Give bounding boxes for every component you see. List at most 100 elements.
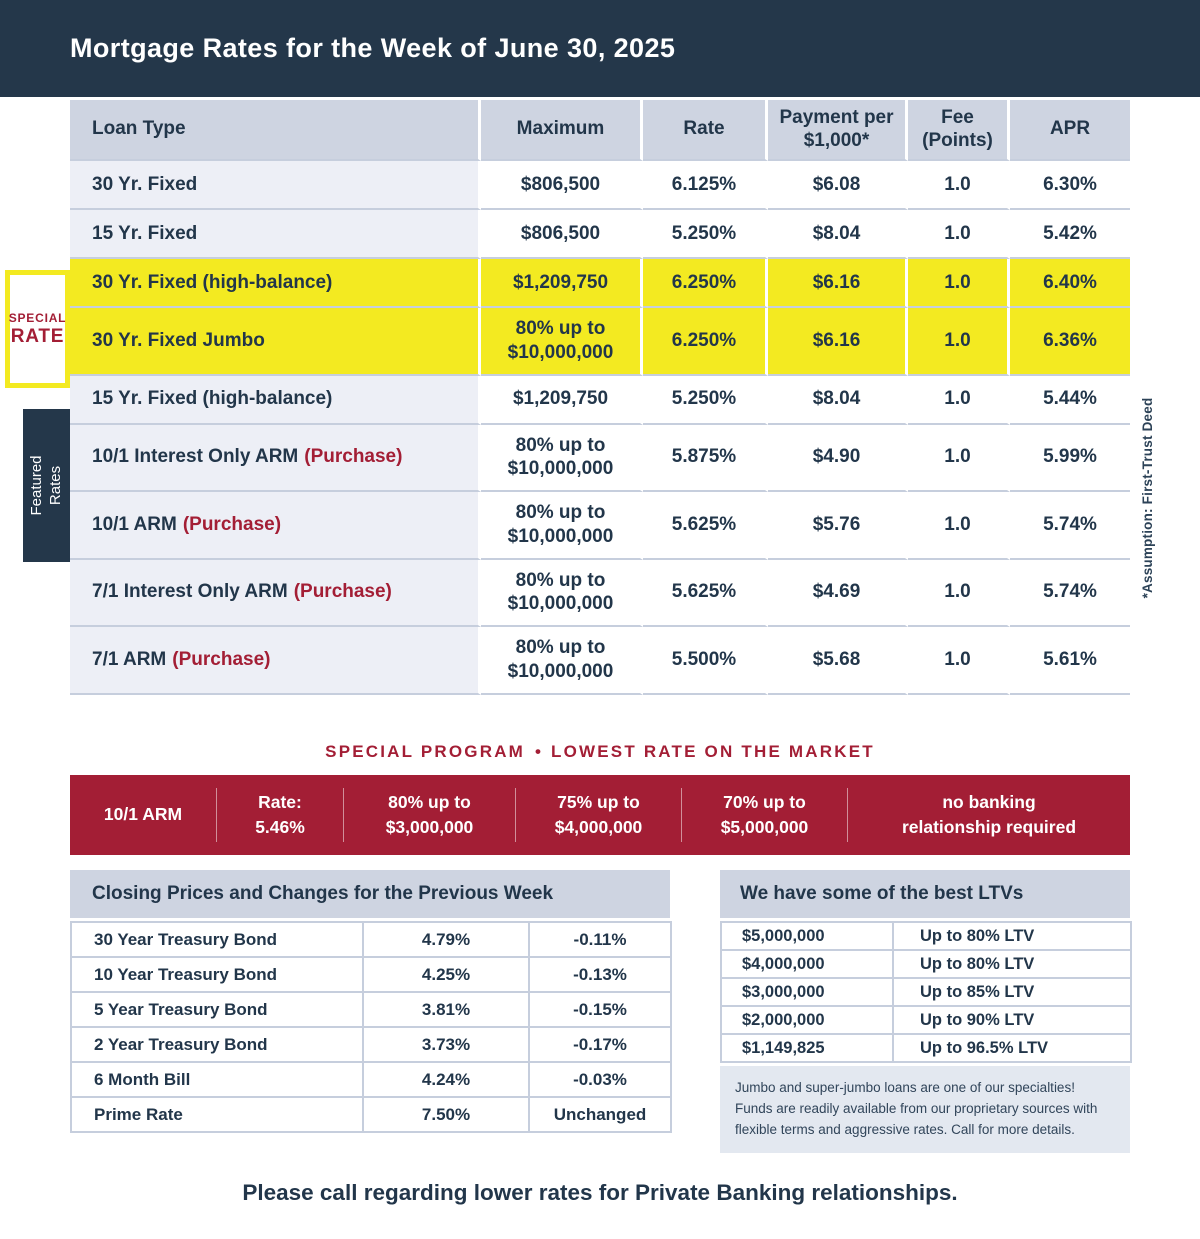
col-header-maximum: Maximum xyxy=(481,100,643,161)
closing-price-row: 5 Year Treasury Bond 3.81% -0.15% xyxy=(70,991,672,1028)
banner-divider xyxy=(681,788,682,842)
apr-value: 5.99% xyxy=(1010,424,1130,492)
banner-segment-no-banking: no banking relationship required xyxy=(901,791,1077,837)
fee-value: 1.0 xyxy=(908,259,1010,308)
rate-value: 5.250% xyxy=(643,375,768,425)
loan-type-label: 7/1 Interest Only ARM xyxy=(92,581,288,603)
apr-value: 5.42% xyxy=(1010,210,1130,259)
special-program-heading-part1: SPECIAL PROGRAM xyxy=(325,742,526,761)
header-bar: Mortgage Rates for the Week of June 30, … xyxy=(0,0,1200,97)
fee-value: 1.0 xyxy=(908,424,1010,492)
rate-row-7-1-io-arm: 7/1 Interest Only ARM (Purchase) 80% up t… xyxy=(70,559,1130,627)
maximum-value: $806,500 xyxy=(481,210,643,259)
heading-dot-separator: • xyxy=(535,742,541,761)
loan-type-tag: (Purchase) xyxy=(182,513,282,535)
price-value: 4.25% xyxy=(362,956,530,993)
ltv-amount: $1,149,825 xyxy=(720,1033,894,1063)
banner-segment-tier1: 80% up to $3,000,000 xyxy=(385,791,474,837)
special-rate-label-bottom: RATE xyxy=(10,325,65,347)
change-value: -0.13% xyxy=(528,956,672,993)
special-program-heading-part2: LOWEST RATE ON THE MARKET xyxy=(550,742,875,761)
loan-type-label: 10/1 ARM xyxy=(92,513,177,535)
rate-value: 5.500% xyxy=(643,627,768,695)
maximum-value: 80% up to $10,000,000 xyxy=(481,492,643,560)
ltv-section: We have some of the best LTVs $5,000,000… xyxy=(720,870,1132,1153)
rates-header-row: Loan Type Maximum Rate Payment per $1,00… xyxy=(70,100,1130,161)
banner-segment-tier3: 70% up to $5,000,000 xyxy=(720,791,809,837)
fee-value: 1.0 xyxy=(908,627,1010,695)
ltv-row: $3,000,000 Up to 85% LTV xyxy=(720,977,1132,1007)
loan-type-label: 30 Yr. Fixed Jumbo xyxy=(92,329,265,351)
col-header-payment: Payment per $1,000* xyxy=(768,100,908,161)
payment-value: $4.69 xyxy=(768,559,908,627)
maximum-value: $1,209,750 xyxy=(481,259,643,308)
payment-value: $6.08 xyxy=(768,161,908,210)
instrument-label: 30 Year Treasury Bond xyxy=(70,921,364,958)
closing-price-row: 6 Month Bill 4.24% -0.03% xyxy=(70,1061,672,1098)
price-value: 4.79% xyxy=(362,921,530,958)
apr-value: 5.74% xyxy=(1010,492,1130,560)
ltv-row: $4,000,000 Up to 80% LTV xyxy=(720,949,1132,979)
loan-type-label: 7/1 ARM xyxy=(92,648,167,670)
loan-type-tag: (Purchase) xyxy=(304,446,403,468)
banner-divider xyxy=(216,788,217,842)
featured-rates-text: Featured Rates xyxy=(27,455,64,516)
rate-value: 6.250% xyxy=(643,259,768,308)
special-program-banner: 10/1 ARM Rate: 5.46% 80% up to $3,000,00… xyxy=(70,775,1130,855)
instrument-label: 6 Month Bill xyxy=(70,1061,364,1098)
loan-type-label: 15 Yr. Fixed xyxy=(92,222,198,244)
maximum-value: 80% up to $10,000,000 xyxy=(481,308,643,376)
col-header-fee: Fee (Points) xyxy=(908,100,1010,161)
jumbo-note: Jumbo and super-jumbo loans are one of o… xyxy=(720,1066,1130,1153)
fee-value: 1.0 xyxy=(908,559,1010,627)
rate-row-10-1-io-arm: 10/1 Interest Only ARM (Purchase) 80% up … xyxy=(70,424,1130,492)
page-title: Mortgage Rates for the Week of June 30, … xyxy=(70,33,676,63)
ltv-ratio: Up to 80% LTV xyxy=(892,949,1132,979)
price-value: 7.50% xyxy=(362,1096,530,1133)
payment-value: $5.68 xyxy=(768,627,908,695)
ltv-ratio: Up to 85% LTV xyxy=(892,977,1132,1007)
rate-value: 6.250% xyxy=(643,308,768,376)
apr-value: 5.44% xyxy=(1010,375,1130,425)
banner-divider xyxy=(343,788,344,842)
maximum-value: 80% up to $10,000,000 xyxy=(481,424,643,492)
closing-price-row: Prime Rate 7.50% Unchanged xyxy=(70,1096,672,1133)
col-header-loan-type: Loan Type xyxy=(70,100,481,161)
ltv-row: $1,149,825 Up to 96.5% LTV xyxy=(720,1033,1132,1063)
special-rate-callout: SPECIAL RATE xyxy=(5,270,70,388)
rates-table: Loan Type Maximum Rate Payment per $1,00… xyxy=(70,100,1130,695)
closing-prices-section: Closing Prices and Changes for the Previ… xyxy=(70,870,672,1133)
payment-value: $8.04 xyxy=(768,375,908,425)
price-value: 3.81% xyxy=(362,991,530,1028)
ltv-table: $5,000,000 Up to 80% LTV $4,000,000 Up t… xyxy=(720,921,1132,1063)
banner-divider xyxy=(515,788,516,842)
assumption-note: *Assumption: First-Trust Deed xyxy=(1132,368,1162,628)
featured-rates-label: Featured Rates xyxy=(23,409,70,562)
closing-prices-table: 30 Year Treasury Bond 4.79% -0.11% 10 Ye… xyxy=(70,921,672,1133)
loan-type-label: 30 Yr. Fixed (high-balance) xyxy=(92,271,333,293)
rate-row-15yr-high-balance: 15 Yr. Fixed (high-balance) $1,209,750 5… xyxy=(70,375,1130,425)
ltv-amount: $3,000,000 xyxy=(720,977,894,1007)
fee-value: 1.0 xyxy=(908,308,1010,376)
ltv-ratio: Up to 96.5% LTV xyxy=(892,1033,1132,1063)
change-value: -0.11% xyxy=(528,921,672,958)
rate-row-30yr-high-balance: 30 Yr. Fixed (high-balance) $1,209,750 6… xyxy=(70,259,1130,308)
rate-value: 5.875% xyxy=(643,424,768,492)
banner-segment-product: 10/1 ARM xyxy=(103,804,183,825)
apr-value: 5.61% xyxy=(1010,627,1130,695)
special-program-heading: SPECIAL PROGRAM • LOWEST RATE ON THE MARKE… xyxy=(70,742,1130,762)
instrument-label: 10 Year Treasury Bond xyxy=(70,956,364,993)
loan-type-label: 15 Yr. Fixed (high-balance) xyxy=(92,388,333,410)
rate-row-10-1-arm: 10/1 ARM (Purchase) 80% up to $10,000,000… xyxy=(70,492,1130,560)
maximum-value: 80% up to $10,000,000 xyxy=(481,559,643,627)
rate-value: 5.625% xyxy=(643,559,768,627)
banner-segment-tier2: 75% up to $4,000,000 xyxy=(554,791,643,837)
payment-value: $6.16 xyxy=(768,308,908,376)
ltv-amount: $4,000,000 xyxy=(720,949,894,979)
rates-table-container: Loan Type Maximum Rate Payment per $1,00… xyxy=(70,100,1130,695)
price-value: 4.24% xyxy=(362,1061,530,1098)
special-rate-label-top: SPECIAL xyxy=(8,310,67,325)
apr-value: 6.30% xyxy=(1010,161,1130,210)
loan-type-tag: (Purchase) xyxy=(293,581,392,603)
footer-call-to-action: Please call regarding lower rates for Pr… xyxy=(242,1180,958,1205)
